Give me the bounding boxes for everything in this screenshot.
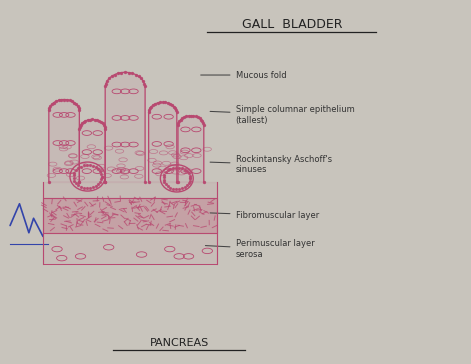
- Polygon shape: [49, 99, 79, 182]
- Polygon shape: [43, 198, 217, 233]
- Polygon shape: [43, 233, 217, 264]
- Text: GALL  BLADDER: GALL BLADDER: [242, 18, 342, 31]
- Text: Fibromuscular layer: Fibromuscular layer: [210, 211, 319, 220]
- Polygon shape: [178, 116, 204, 182]
- Text: Mucous fold: Mucous fold: [201, 71, 286, 79]
- Text: Rockintansky Aschoff's
sinuses: Rockintansky Aschoff's sinuses: [210, 155, 332, 174]
- Text: PANCREAS: PANCREAS: [149, 339, 209, 348]
- Text: Simple columnar epithelium
(tallest): Simple columnar epithelium (tallest): [210, 105, 354, 124]
- Polygon shape: [43, 182, 217, 198]
- Polygon shape: [79, 119, 105, 182]
- Polygon shape: [149, 102, 177, 182]
- Text: Perimuscular layer
serosa: Perimuscular layer serosa: [205, 240, 314, 259]
- Polygon shape: [105, 72, 145, 182]
